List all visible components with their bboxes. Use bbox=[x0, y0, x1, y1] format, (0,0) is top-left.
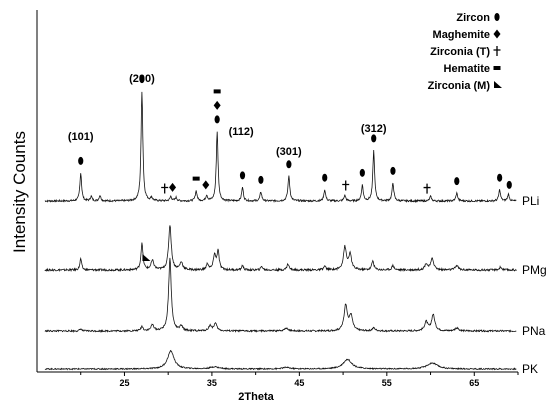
chart-axes bbox=[36, 10, 518, 373]
legend-label: Zircon bbox=[456, 12, 490, 24]
cross-marker bbox=[493, 46, 501, 56]
hkl-label: (301) bbox=[276, 146, 302, 158]
ellipse-marker bbox=[371, 134, 377, 143]
legend-label: Zirconia (T) bbox=[430, 46, 490, 58]
diamond-marker bbox=[493, 29, 501, 39]
ellipse-marker bbox=[78, 156, 84, 165]
rect-marker bbox=[493, 66, 501, 70]
ellipse-marker bbox=[286, 160, 292, 169]
hkl-label: (101) bbox=[68, 131, 94, 143]
x-ticks: 25 35 45 55 65 bbox=[80, 372, 519, 388]
series-label: PMg bbox=[522, 263, 547, 277]
cross-marker bbox=[342, 180, 350, 191]
ellipse-marker bbox=[239, 171, 246, 180]
series-line-PK bbox=[44, 349, 517, 371]
x-tick-label: 35 bbox=[207, 378, 217, 388]
cross-marker bbox=[161, 183, 169, 194]
ellipse-marker bbox=[506, 180, 512, 189]
x-tick-label: 45 bbox=[294, 378, 304, 388]
legend-label: Zirconia (M) bbox=[428, 80, 491, 92]
ellipse-marker bbox=[214, 115, 220, 124]
diamond-marker bbox=[202, 180, 210, 190]
diamond-marker bbox=[169, 182, 177, 192]
series-line-PLi bbox=[44, 91, 517, 203]
legend-label: Hematite bbox=[444, 63, 490, 75]
x-tick-label: 25 bbox=[119, 378, 129, 388]
wedge-marker bbox=[494, 81, 502, 88]
ellipse-marker bbox=[258, 175, 264, 184]
wedge-marker bbox=[142, 254, 151, 261]
ellipse-marker bbox=[139, 75, 145, 84]
hkl-labels: (101) (200) (112) (301) (312) bbox=[68, 73, 387, 158]
series-label: PLi bbox=[522, 194, 539, 208]
hkl-label: (200) bbox=[129, 73, 155, 85]
ellipse-marker bbox=[390, 166, 396, 175]
series-label: PNa bbox=[522, 324, 546, 338]
y-axis-label: Intensity Counts bbox=[10, 131, 29, 253]
series-lines bbox=[44, 91, 517, 371]
ellipse-marker bbox=[454, 177, 460, 186]
phase-markers bbox=[78, 75, 512, 261]
x-tick-label: 55 bbox=[382, 378, 392, 388]
ellipse-marker bbox=[494, 13, 500, 21]
rect-marker bbox=[213, 89, 221, 94]
series-label: PK bbox=[522, 362, 538, 376]
x-axis-label: 2Theta bbox=[238, 391, 274, 403]
ellipse-marker bbox=[322, 173, 328, 182]
legend-label: Maghemite bbox=[433, 29, 490, 41]
x-tick-label: 65 bbox=[469, 378, 479, 388]
legend: Zircon Maghemite Zirconia (T) Hematite Zirco… bbox=[428, 12, 502, 92]
ellipse-marker bbox=[359, 168, 365, 177]
hkl-label: (112) bbox=[229, 126, 254, 138]
cross-marker bbox=[423, 183, 431, 194]
hkl-label: (312) bbox=[361, 123, 387, 135]
diamond-marker bbox=[213, 100, 221, 110]
rect-marker bbox=[192, 176, 200, 181]
series-line-PNa bbox=[44, 257, 517, 334]
series-labels: PLi PMg PNa PK bbox=[522, 194, 547, 376]
ellipse-marker bbox=[497, 173, 503, 182]
series-line-PMg bbox=[44, 225, 517, 273]
